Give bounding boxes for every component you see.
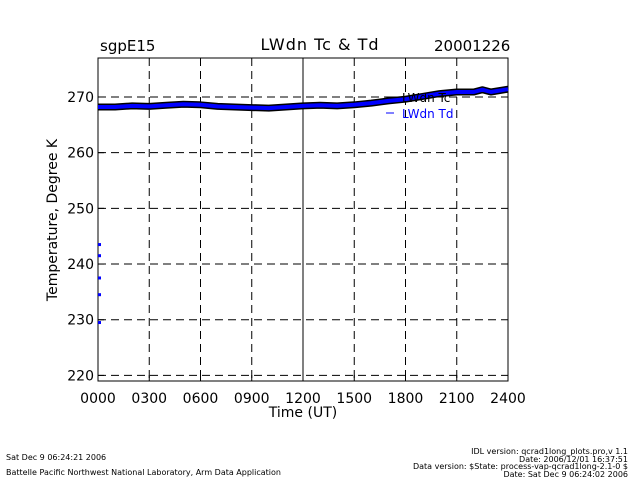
series-line-lwdn-td <box>98 87 509 111</box>
y-tick-label: 270 <box>67 90 94 106</box>
td-point <box>98 293 101 297</box>
series <box>98 85 509 325</box>
x-tick-label: 0900 <box>234 391 270 407</box>
x-tick-label: 1200 <box>285 391 321 407</box>
date-label: 20001226 <box>434 37 511 55</box>
y-axis-label: Temperature, Degree K <box>45 138 61 302</box>
x-tick-label: 1800 <box>388 391 424 407</box>
chart-title: LWdn Tc & Td <box>260 35 380 54</box>
x-axis-label: Time (UT) <box>268 405 337 421</box>
footer-idl-version: IDL version: qcrad1long_plots.pro,v 1.1 <box>471 447 628 456</box>
legend-label-tc: LWdn Tc <box>402 91 450 105</box>
y-tick-label: 240 <box>67 257 94 273</box>
td-point <box>98 321 101 325</box>
y-tick-label: 260 <box>67 146 94 162</box>
x-tick-label: 2400 <box>490 391 526 407</box>
legend-label-td: LWdn Td <box>402 107 453 121</box>
legend: LWdn Tc LWdn Td <box>386 91 453 121</box>
footer-data-date: Date: Sat Dec 9 06:24:02 2006 <box>503 470 628 479</box>
tick-labels: 0000 0300 0600 0900 1200 1500 1800 2100 2400 220 2… <box>67 90 526 407</box>
x-tick-label: 0300 <box>131 391 167 407</box>
footer-data-version: Data version: $State: process-vap-qcrad1… <box>412 462 628 471</box>
x-tick-label: 0000 <box>80 391 116 407</box>
td-point <box>98 276 101 280</box>
footer-timestamp: Sat Dec 9 06:24:21 2006 <box>6 453 107 462</box>
x-tick-label: 1500 <box>336 391 372 407</box>
site-label: sgpE15 <box>100 37 156 55</box>
x-tick-label: 2100 <box>439 391 475 407</box>
td-point <box>98 243 101 247</box>
y-tick-label: 220 <box>67 368 94 384</box>
footer-idl-date: Date: 2006/12/01 16:37:51 <box>519 455 628 464</box>
y-tick-label: 250 <box>67 201 94 217</box>
td-point <box>98 254 101 258</box>
footer-credit: Battelle Pacific Northwest National Labo… <box>6 468 281 477</box>
x-tick-label: 0600 <box>183 391 219 407</box>
y-tick-label: 230 <box>67 313 94 329</box>
